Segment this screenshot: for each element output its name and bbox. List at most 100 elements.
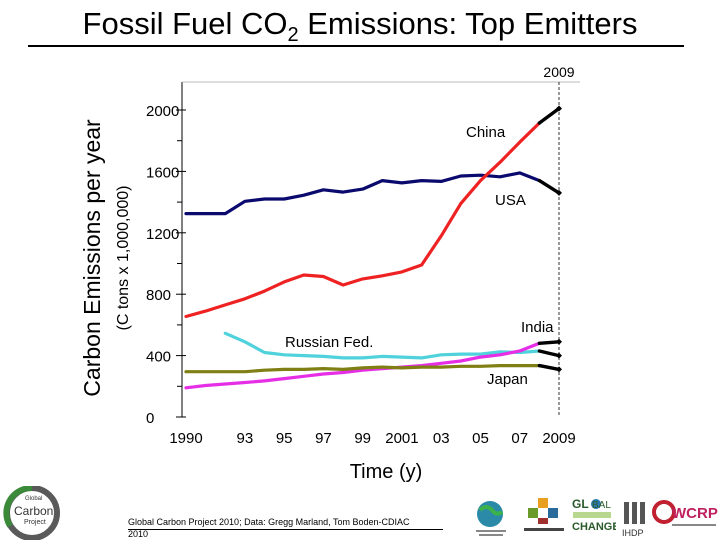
year-marker-label: 2009: [543, 64, 574, 80]
data-point-china: [185, 315, 187, 318]
data-point-china: [342, 284, 344, 286]
data-point-india: [244, 381, 246, 384]
series-layer: [184, 105, 562, 390]
data-point-india: [224, 383, 227, 385]
data-point-usa: [381, 179, 384, 182]
global-change-logo: GL BAL CHANGE: [572, 497, 616, 533]
y-tick-label: 400: [146, 349, 171, 366]
data-point-china: [322, 275, 325, 278]
data-point-russian-fed: [420, 357, 423, 359]
series-line-usa: [184, 171, 542, 216]
series-label-japan: Japan: [487, 371, 528, 388]
data-point-japan: [342, 368, 344, 371]
data-point-russian-fed: [342, 357, 344, 359]
y-tick-label: 2000: [146, 103, 179, 120]
data-point-china: [244, 298, 246, 300]
gcp-small-text: Global: [25, 496, 42, 502]
data-point-india: [479, 356, 482, 358]
data-point-japan: [361, 367, 364, 369]
projection-end-india: [556, 338, 562, 345]
data-point-usa: [440, 180, 443, 183]
data-point-japan: [322, 367, 325, 370]
data-point-china: [224, 304, 227, 306]
data-point-japan: [518, 364, 521, 367]
data-point-russian-fed: [283, 354, 285, 356]
data-point-russian-fed: [460, 353, 462, 355]
data-point-usa: [499, 175, 501, 178]
projection-line-russian-fed: [537, 349, 561, 358]
data-point-russian-fed: [322, 355, 325, 358]
projection-line-usa: [537, 178, 561, 195]
data-point-india: [204, 384, 207, 387]
data-point-china: [283, 281, 285, 283]
data-point-india: [185, 387, 187, 389]
data-point-india: [283, 377, 285, 380]
data-credit: Global Carbon Project 2010; Data: Gregg …: [128, 517, 410, 539]
data-point-russian-fed: [224, 332, 227, 335]
data-point-japan: [283, 368, 285, 371]
labels-layer: China USA India Russian Fed. Japan: [285, 124, 554, 388]
series-line-china: [184, 121, 542, 319]
x-tick-label: 2001: [385, 430, 418, 447]
page-title: Fossil Fuel CO2 Emissions: Top Emitters: [0, 4, 720, 55]
data-point-india: [322, 373, 325, 375]
data-point-russian-fed: [381, 355, 384, 358]
data-point-india: [440, 362, 443, 365]
x-tick-label: 2009: [542, 430, 575, 447]
x-tick-label: 93: [237, 430, 254, 447]
data-point-usa: [322, 189, 325, 191]
x-axis-label: Time (y): [350, 461, 423, 483]
data-point-japan: [440, 366, 443, 368]
data-point-china: [302, 274, 305, 276]
data-point-usa: [224, 212, 227, 215]
x-tick-label: 97: [315, 430, 332, 447]
data-point-usa: [302, 194, 305, 196]
data-point-japan: [499, 364, 501, 367]
data-point-russian-fed: [302, 354, 305, 357]
data-point-china: [401, 271, 403, 273]
data-point-russian-fed: [479, 353, 482, 355]
data-point-russian-fed: [401, 356, 403, 358]
data-point-japan: [381, 366, 384, 368]
x-tick-label: 1990: [169, 430, 202, 447]
data-point-china: [420, 264, 423, 266]
wcrp-text: WCRP: [672, 505, 718, 522]
data-point-china: [440, 235, 443, 237]
data-point-china: [499, 161, 501, 163]
data-point-japan: [204, 370, 207, 373]
data-point-india: [302, 375, 305, 378]
data-point-china: [460, 202, 462, 205]
data-point-china: [518, 141, 521, 144]
ihdp-text: IHDP: [622, 528, 644, 538]
ihdp-logo: IHDP: [622, 502, 645, 538]
data-point-usa: [361, 188, 364, 190]
gc-line2-text: BAL: [592, 500, 611, 511]
data-point-usa: [244, 200, 246, 203]
gcp-main1-text: Carbon: [14, 504, 53, 518]
data-point-china: [381, 274, 384, 277]
data-point-usa: [283, 198, 285, 200]
x-tick-label: 95: [276, 430, 293, 447]
gc-line1-text: GL: [572, 497, 589, 511]
y-axis-label: Carbon Emissions per year: [79, 119, 105, 397]
data-point-usa: [342, 191, 344, 193]
y-tick-label: 1200: [146, 226, 179, 243]
projection-line-china: [537, 106, 561, 125]
data-point-usa: [420, 179, 423, 182]
series-label-india: India: [521, 319, 554, 336]
title-prefix: Fossil Fuel CO: [82, 6, 288, 41]
data-point-russian-fed: [244, 340, 246, 343]
y-axis-sublabel: (C tons x 1,000,000): [115, 186, 132, 331]
data-point-usa: [460, 175, 462, 177]
data-point-india: [342, 371, 344, 374]
data-point-japan: [263, 369, 266, 371]
projection-line-japan: [537, 363, 561, 372]
data-point-usa: [185, 212, 187, 215]
data-point-india: [361, 369, 364, 371]
data-point-japan: [185, 370, 187, 373]
x-tick-label: 07: [511, 430, 528, 447]
data-point-japan: [244, 370, 246, 373]
projection-end-japan: [556, 366, 562, 373]
data-point-india: [263, 380, 266, 382]
